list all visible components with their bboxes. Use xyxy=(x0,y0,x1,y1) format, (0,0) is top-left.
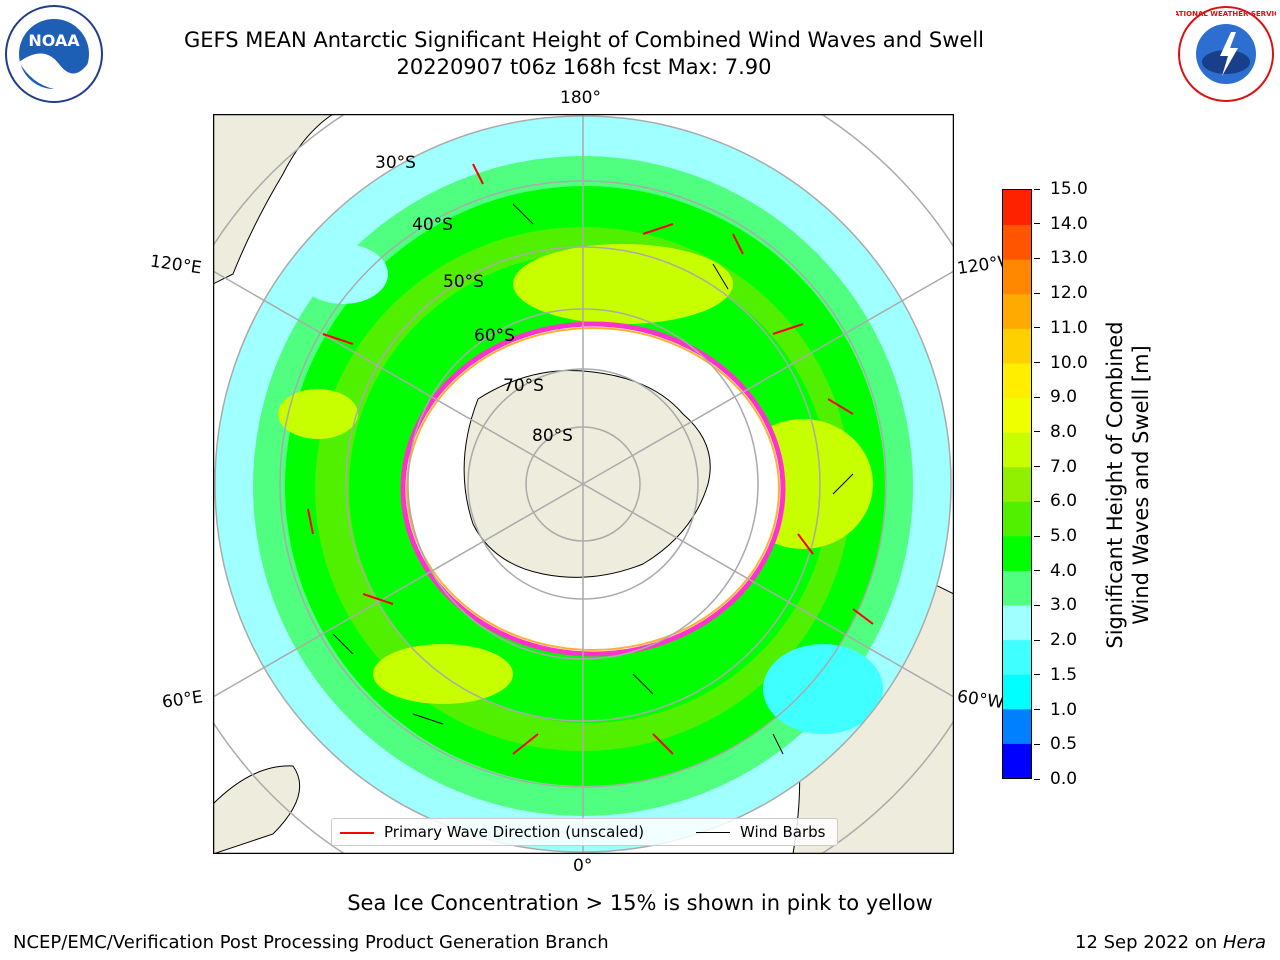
noaa-logo: NOAA xyxy=(4,4,104,104)
lat-label-60s: 60°S xyxy=(474,326,515,346)
colorbar-tick-label: 1.5 xyxy=(1034,665,1094,685)
lat-label-80s: 80°S xyxy=(532,426,573,446)
legend-wave-line xyxy=(340,831,374,834)
colorbar-tick-label: 4.0 xyxy=(1034,561,1094,581)
legend-wind-line xyxy=(696,832,730,833)
footer-date-text: 12 Sep 2022 on xyxy=(1075,932,1223,953)
colorbar-tick-label: 8.0 xyxy=(1034,422,1094,442)
nws-logo-text: NATIONAL WEATHER SERVICE xyxy=(1176,10,1276,18)
colorbar-swatch xyxy=(1003,362,1031,399)
map-panel: 30°S 40°S 50°S 60°S 70°S 80°S xyxy=(213,114,954,854)
colorbar-swatch xyxy=(1003,674,1031,710)
colorbar-tick-label: 5.0 xyxy=(1034,526,1094,546)
colorbar-tick-label: 9.0 xyxy=(1034,387,1094,407)
antarctica-land xyxy=(463,370,711,578)
colorbar-tick-label: 6.0 xyxy=(1034,491,1094,511)
colorbar-tick-label: 2.0 xyxy=(1034,630,1094,650)
colorbar-swatches xyxy=(1003,190,1031,778)
footer-date: 12 Sep 2022 on Hera xyxy=(1075,932,1266,953)
map-title: GEFS MEAN Antarctic Significant Height o… xyxy=(0,27,1168,81)
africa-land xyxy=(213,765,301,854)
colorbar-tick-label: 0.5 xyxy=(1034,734,1094,754)
colorbar-label-line-2: Wind Waves and Swell [m] xyxy=(1129,345,1153,625)
colorbar-swatch xyxy=(1003,259,1031,295)
noaa-logo-text: NOAA xyxy=(28,31,80,50)
legend-item-wind: Wind Barbs xyxy=(696,823,825,841)
map-border xyxy=(213,114,954,854)
wave-direction-arrows xyxy=(307,163,874,755)
colorbar-label: Significant Height of Combined Wind Wave… xyxy=(1102,285,1154,685)
lon-label-upper-left: 120°E xyxy=(148,251,203,279)
colorbar-tick-label: 3.0 xyxy=(1034,595,1094,615)
colorbar-swatch xyxy=(1003,639,1031,675)
colorbar-tick-label: 15.0 xyxy=(1034,179,1094,199)
colorbar-swatch xyxy=(1003,501,1031,537)
colorbar-ticks: 0.0 0.5 1.0 1.5 2.0 3.0 4.0 5.0 6.0 7.0 8.0 9.0 10.0… xyxy=(1034,179,1114,789)
polar-map: 30°S 40°S 50°S 60°S 70°S 80°S xyxy=(213,114,954,854)
colorbar-tick-label: 7.0 xyxy=(1034,457,1094,477)
legend-wind-label: Wind Barbs xyxy=(740,823,826,841)
lat-label-40s: 40°S xyxy=(412,215,453,235)
footer-host: Hera xyxy=(1222,932,1266,953)
colorbar-swatch xyxy=(1003,224,1031,260)
colorbar-swatch xyxy=(1003,535,1031,571)
colorbar-tick-label: 1.0 xyxy=(1034,700,1094,720)
lon-label-top: 180° xyxy=(560,88,601,108)
lon-label-lower-left: 60°E xyxy=(160,687,205,713)
nws-logo: NATIONAL WEATHER SERVICE xyxy=(1168,4,1280,104)
colorbar-label-line-1: Significant Height of Combined xyxy=(1103,321,1127,649)
colorbar-tick-label: 12.0 xyxy=(1034,283,1094,303)
lon-label-bottom: 0° xyxy=(573,856,593,876)
colorbar-tick-label: 10.0 xyxy=(1034,353,1094,373)
legend-item-wave: Primary Wave Direction (unscaled) xyxy=(340,823,644,841)
colorbar-swatch xyxy=(1003,708,1031,744)
lat-label-50s: 50°S xyxy=(443,272,484,292)
colorbar-swatch xyxy=(1003,293,1031,329)
colorbar-swatch xyxy=(1003,190,1031,226)
title-line-2: 20220907 t06z 168h fcst Max: 7.90 xyxy=(396,55,772,79)
colorbar-swatch xyxy=(1003,570,1031,606)
colorbar-swatch xyxy=(1003,605,1031,641)
colorbar-tick-label: 11.0 xyxy=(1034,318,1094,338)
colorbar-swatch xyxy=(1003,397,1031,433)
footer-credit: NCEP/EMC/Verification Post Processing Pr… xyxy=(13,932,609,953)
colorbar-tick-label: 13.0 xyxy=(1034,248,1094,268)
colorbar xyxy=(1002,189,1032,779)
legend-wave-label: Primary Wave Direction (unscaled) xyxy=(384,823,645,841)
lat-label-30s: 30°S xyxy=(375,153,416,173)
colorbar-swatch xyxy=(1003,743,1031,778)
wind-barbs xyxy=(332,203,854,755)
lat-label-70s: 70°S xyxy=(503,376,544,396)
australia-land xyxy=(213,114,334,285)
map-legend: Primary Wave Direction (unscaled) Wind B… xyxy=(331,818,838,846)
graticule xyxy=(213,114,954,854)
colorbar-tick-label: 14.0 xyxy=(1034,214,1094,234)
colorbar-swatch xyxy=(1003,466,1031,502)
colorbar-swatch xyxy=(1003,432,1031,468)
title-line-1: GEFS MEAN Antarctic Significant Height o… xyxy=(183,28,985,52)
sea-ice-note: Sea Ice Concentration > 15% is shown in … xyxy=(347,891,933,915)
colorbar-swatch xyxy=(1003,328,1031,364)
lon-label-lower-right: 60°W xyxy=(955,686,1006,714)
colorbar-tick-label: 0.0 xyxy=(1034,769,1094,789)
